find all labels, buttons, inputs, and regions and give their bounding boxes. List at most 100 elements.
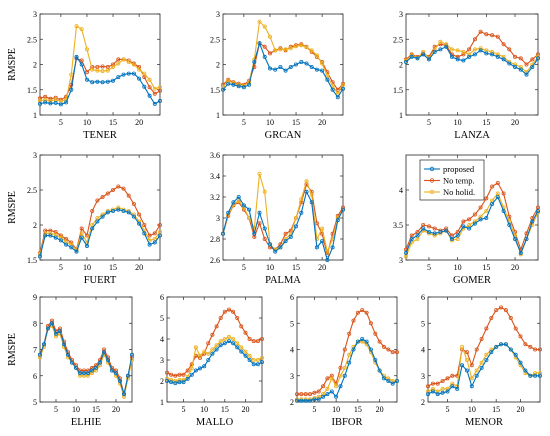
data-point [460,363,465,368]
series-line-noholid [166,336,263,382]
data-point [74,249,79,254]
panel-elhie: 5 10 15 20 5 6 7 8 9 ELHIE RMSPE [7,293,134,428]
data-point [235,341,240,346]
data-point [501,191,506,196]
data-point [314,245,319,250]
data-point [294,398,299,403]
data-point [226,81,231,86]
data-point [251,339,256,344]
data-point [46,326,51,331]
data-point [147,77,152,82]
data-point [316,389,321,394]
data-point [307,398,312,403]
data-point [329,389,334,394]
panel-grcan: 5 10 15 20 1 1.5 2 2.5 3 GRCAN [210,10,345,141]
data-point [435,389,440,394]
x-tick-label: 5 [445,405,449,414]
data-point [394,378,399,383]
data-point [206,351,211,356]
data-point [137,221,142,226]
panel-ibfor: 5 10 15 20 2 3 4 5 6 IBFOR [290,293,399,428]
data-point [533,373,538,378]
data-point [53,235,58,240]
x-tick-label: 10 [83,118,91,127]
data-point [426,224,431,229]
data-point [259,355,264,360]
data-point [236,199,241,204]
data-point [489,315,494,320]
y-tick-label: 3 [216,214,220,223]
data-point [518,67,523,72]
x-tick-label: 10 [332,405,340,414]
data-point [62,342,67,347]
x-tick-label: 15 [109,118,117,127]
data-point [48,101,53,106]
data-point [449,47,454,52]
data-point [321,384,326,389]
data-point [538,371,543,376]
data-point [461,219,466,224]
data-point [518,360,523,365]
data-point [142,222,147,227]
data-point [185,368,190,373]
data-point [484,326,489,331]
data-point [309,192,314,197]
data-point [440,386,445,391]
data-point [325,386,330,391]
data-point [157,85,162,90]
y-tick-label: 2 [290,398,294,407]
data-point [329,376,334,381]
data-point [461,52,466,57]
panel-title: MALLO [196,417,234,428]
data-point [85,47,90,52]
data-point [314,67,319,72]
data-point [206,341,211,346]
data-point [495,34,500,39]
data-point [226,339,231,344]
data-point [283,231,288,236]
data-point [177,377,182,382]
data-point [100,69,105,74]
data-point [74,24,79,29]
data-point [105,68,110,73]
y-tick-label: 2.8 [210,235,220,244]
data-point [79,27,84,32]
data-point [78,371,83,376]
data-point [445,386,450,391]
data-point [377,339,382,344]
data-point [38,355,43,360]
data-point [299,392,304,397]
panel-gomer: 5 10 15 20 3 3.5 4 GOMER [393,154,541,286]
data-point [210,347,215,352]
data-point [536,52,541,57]
data-point [472,37,477,42]
data-point [501,42,506,47]
panel-title: PALMA [265,275,301,286]
series-line-notemp [427,306,540,387]
data-point [231,309,236,314]
data-point [38,96,43,101]
y-tick-label: 3.2 [210,193,220,202]
x-tick-label: 10 [72,405,80,414]
data-point [273,67,278,72]
data-point [461,49,466,54]
data-point [320,68,325,73]
data-point [513,236,518,241]
data-point [82,368,87,373]
data-point [164,376,169,381]
data-point [262,226,267,231]
data-point [111,208,116,213]
x-tick-label: 5 [59,118,63,127]
data-point [226,334,231,339]
data-point [472,221,477,226]
data-point [489,347,494,352]
data-point [430,389,435,394]
data-point [528,373,533,378]
data-point [69,245,74,250]
data-point [214,324,219,329]
data-point [78,373,83,378]
data-point [342,347,347,352]
x-tick-label: 20 [376,405,384,414]
panel-title: IBFOR [332,417,363,428]
data-point [177,372,182,377]
